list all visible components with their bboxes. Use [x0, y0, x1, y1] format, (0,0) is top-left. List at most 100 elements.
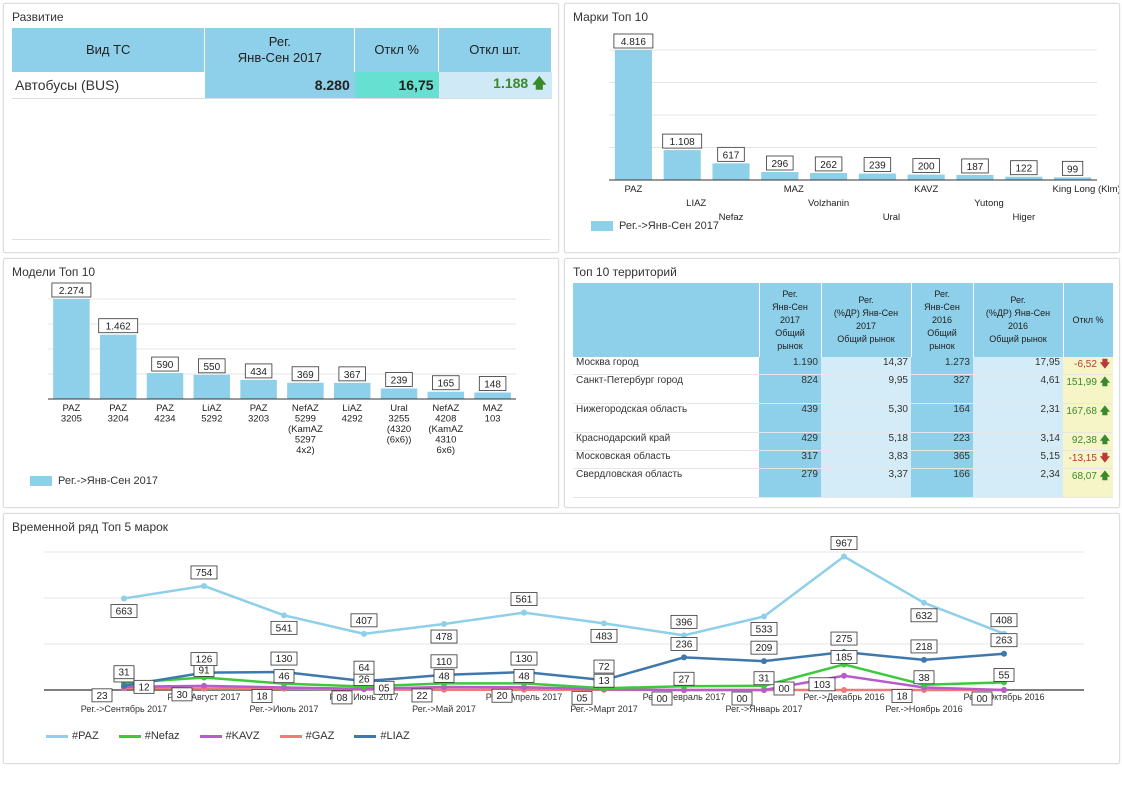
table-row[interactable]: Москва город 1.190 14,37 1.273 17,95 -6,52 🡇	[573, 357, 1113, 375]
data-label: 754	[196, 568, 213, 579]
bar[interactable]	[427, 391, 465, 399]
data-point[interactable]	[201, 682, 207, 689]
bar[interactable]	[287, 382, 324, 399]
header-pct[interactable]: Откл %	[354, 28, 440, 72]
header-units[interactable]: Откл шт.	[438, 28, 552, 72]
data-label-box	[270, 620, 298, 635]
data-point[interactable]	[921, 599, 927, 606]
development-title: Развитие	[12, 10, 64, 24]
legend-item[interactable]: #LIAZ	[354, 730, 410, 742]
data-point[interactable]	[121, 595, 127, 602]
series-line[interactable]	[123, 663, 1005, 690]
value-cell: 279	[759, 468, 821, 498]
data-point[interactable]	[761, 687, 767, 693]
data-point[interactable]	[761, 658, 767, 665]
legend-item[interactable]: #Nefaz	[118, 730, 180, 742]
data-label: 48	[438, 671, 450, 682]
category-label: 4292	[342, 414, 363, 425]
header-deviation[interactable]: Откл %	[1063, 283, 1114, 357]
bar[interactable]	[761, 172, 799, 180]
data-label: 48	[518, 671, 530, 682]
data-point[interactable]	[441, 621, 447, 628]
header-reg-2016[interactable]: Рег. Янв-Сен 2016 Общий рынок	[911, 283, 974, 357]
legend-item[interactable]: #PAZ	[46, 730, 99, 742]
header-territory[interactable]	[573, 283, 760, 357]
table-row[interactable]: Автобусы (BUS) 8.280 16,75 1.188 🡅	[12, 72, 552, 99]
territory-name-cell: Свердловская область	[573, 468, 759, 498]
data-point[interactable]	[841, 687, 847, 693]
bar[interactable]	[146, 373, 184, 399]
data-point[interactable]	[601, 620, 607, 627]
data-point[interactable]	[121, 682, 127, 689]
header-share-2016[interactable]: Рег. (%ДР) Янв-Сен 2016 Общий рынок	[973, 283, 1064, 357]
value-cell: 14,37	[821, 357, 911, 375]
category-label: Ural	[883, 212, 900, 223]
bar[interactable]	[663, 150, 701, 180]
data-point[interactable]	[681, 632, 687, 639]
legend-label: #Nefaz	[144, 730, 180, 742]
data-label-box	[190, 565, 218, 580]
bar[interactable]	[240, 379, 277, 399]
data-point[interactable]	[761, 613, 767, 620]
bar[interactable]	[474, 392, 511, 399]
bar[interactable]	[1054, 177, 1092, 180]
series-line[interactable]	[123, 687, 1004, 692]
value-cell: 317	[759, 450, 821, 469]
scroll-track[interactable]	[12, 239, 550, 240]
bar[interactable]	[1005, 176, 1043, 180]
bar[interactable]	[193, 374, 231, 399]
data-point[interactable]	[361, 630, 367, 637]
data-label: 103	[814, 680, 831, 691]
category-label: PAZ	[63, 403, 81, 414]
data-label: 31	[758, 674, 770, 685]
data-label: 4.816	[621, 37, 646, 48]
bar[interactable]	[99, 334, 137, 399]
table-row[interactable]: Санкт-Петербург город 824 9,95 327 4,61 151,9…	[573, 374, 1113, 404]
data-point[interactable]	[841, 553, 847, 560]
data-point[interactable]	[1001, 687, 1007, 693]
bar[interactable]	[53, 299, 90, 399]
header-vid-ts[interactable]: Вид ТС	[12, 28, 206, 72]
bar[interactable]	[956, 174, 994, 180]
legend-item[interactable]: #KAVZ	[199, 730, 260, 742]
bar[interactable]	[858, 173, 896, 180]
models-legend[interactable]: Рег.->Янв-Сен 2017	[30, 475, 158, 487]
series-line[interactable]	[123, 674, 1005, 692]
header-share-2017[interactable]: Рег. (%ДР) Янв-Сен 2017 Общий рынок	[821, 283, 912, 357]
data-label: 64	[358, 663, 370, 674]
table-row[interactable]: Краснодарский край 429 5,18 223 3,14 92,38 🡅	[573, 432, 1113, 451]
data-label-box	[251, 689, 273, 703]
data-label-box	[830, 650, 858, 664]
x-tick-label: Рег.->Август 2017	[167, 692, 240, 702]
category-label: LiAZ	[342, 403, 362, 414]
header-reg[interactable]: Рег. Янв-Сен 2017	[204, 28, 356, 72]
data-label-box	[717, 146, 745, 162]
header-reg-2017[interactable]: Рег. Янв-Сен 2017 Общий рынок	[759, 283, 822, 357]
table-row[interactable]: Нижегородская область 439 5,30 164 2,31 167,6…	[573, 403, 1113, 433]
bar[interactable]	[712, 163, 750, 180]
value-cell: 1.273	[911, 357, 973, 375]
series-line[interactable]	[123, 555, 1005, 637]
data-point[interactable]	[921, 656, 927, 663]
data-label-box	[814, 156, 843, 172]
legend-item[interactable]: #GAZ	[279, 730, 334, 742]
data-point[interactable]	[841, 672, 847, 679]
data-label: 663	[116, 607, 133, 618]
data-point[interactable]	[521, 609, 527, 616]
bar[interactable]	[380, 388, 418, 399]
category-label: (4320	[387, 424, 411, 435]
table-row[interactable]: Московская область 317 3,83 365 5,15 -13,15 🡇	[573, 450, 1113, 469]
brands-legend[interactable]: Рег.->Янв-Сен 2017	[591, 220, 719, 232]
deviation-value: -6,52	[1074, 359, 1097, 370]
data-point[interactable]	[681, 654, 687, 661]
data-point[interactable]	[281, 612, 287, 619]
data-point[interactable]	[1001, 650, 1007, 657]
data-point[interactable]	[201, 582, 207, 589]
bar[interactable]	[907, 174, 945, 180]
bar[interactable]	[810, 172, 848, 180]
data-label: 55	[998, 670, 1010, 681]
bar[interactable]	[333, 382, 371, 399]
data-label: 218	[916, 642, 933, 653]
table-row[interactable]: Свердловская область 279 3,37 166 2,34 68,07 …	[573, 468, 1113, 498]
bar[interactable]	[614, 50, 652, 180]
